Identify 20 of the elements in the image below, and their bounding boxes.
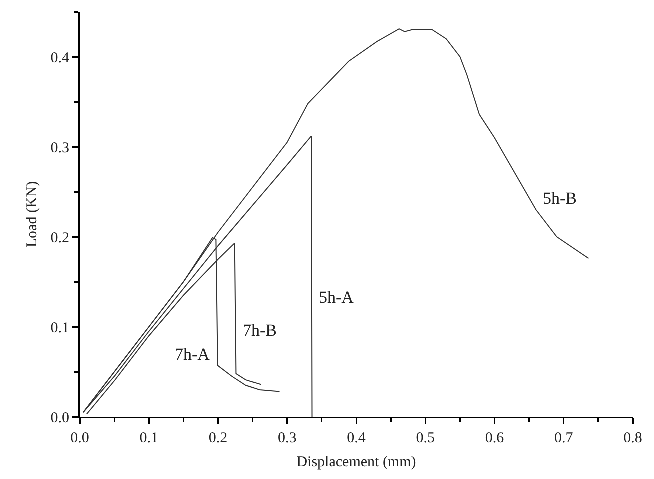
y-tick-label: 0.0 [50,410,70,426]
x-tick-label: 0.4 [347,430,366,446]
x-tick-label: 0.8 [624,430,642,446]
x-tick-label: 0.1 [140,430,159,446]
y-tick-label: 0.1 [50,320,70,336]
y-tick-label: 0.3 [50,140,70,156]
x-axis-title: Displacement (mm) [296,454,416,470]
annotation: 7h-A [175,345,211,364]
annotation: 7h-B [243,321,277,340]
y-axis-title: Load (KN) [24,181,40,248]
x-tick-label: 0.5 [416,430,436,446]
x-tick-label: 0.3 [278,430,297,446]
y-tick-label: 0.2 [50,230,70,246]
y-tick-label: 0.4 [50,50,70,66]
x-tick-label: 0.6 [485,430,505,446]
annotation: 5h-B [543,189,577,208]
x-tick-label: 0.2 [208,430,228,446]
x-tick-label: 0.7 [554,430,574,446]
x-tick-label: 0.0 [70,430,90,446]
annotation: 5h-A [319,288,355,307]
